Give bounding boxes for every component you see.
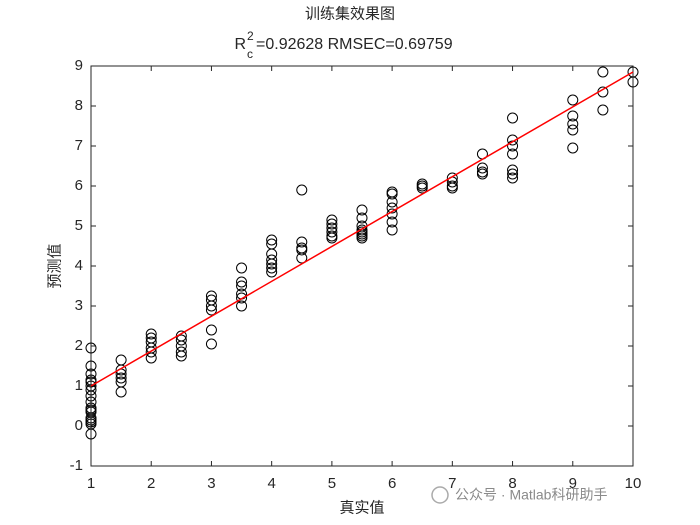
plot-area: [90, 65, 634, 467]
fit-line: [90, 71, 634, 387]
subtitle-sub: c: [247, 47, 253, 61]
point: [356, 204, 368, 216]
point: [296, 236, 308, 248]
y-tick-label: 9: [75, 57, 83, 74]
point: [296, 252, 308, 264]
point: [236, 300, 248, 312]
point: [236, 280, 248, 292]
point: [115, 372, 127, 384]
point: [416, 182, 428, 194]
point: [85, 384, 97, 396]
chart-title: 训练集效果图: [305, 5, 395, 22]
x-tick-label: 7: [448, 475, 456, 492]
point: [115, 386, 127, 398]
point: [175, 334, 187, 346]
point: [386, 224, 398, 236]
point: [85, 376, 97, 388]
point: [175, 350, 187, 362]
point: [386, 188, 398, 200]
point: [507, 134, 519, 146]
point: [85, 390, 97, 402]
point: [507, 172, 519, 184]
subtitle-rest: =0.92628 RMSEC=0.69759: [256, 36, 453, 53]
point: [507, 168, 519, 180]
point: [507, 112, 519, 124]
point: [326, 218, 338, 230]
x-tick-label: 10: [625, 475, 642, 492]
point: [476, 162, 488, 174]
point: [236, 292, 248, 304]
point: [266, 254, 278, 266]
y-tick-label: 4: [75, 257, 83, 274]
point: [266, 266, 278, 278]
point: [205, 324, 217, 336]
point: [446, 182, 458, 194]
point: [567, 110, 579, 122]
y-tick-label: 0: [75, 417, 83, 434]
y-tick-label: 3: [75, 297, 83, 314]
point: [85, 414, 97, 426]
point: [386, 216, 398, 228]
point: [597, 104, 609, 116]
point: [205, 304, 217, 316]
x-tick-label: 4: [267, 475, 275, 492]
point: [356, 212, 368, 224]
point: [326, 232, 338, 244]
point: [85, 428, 97, 440]
point: [145, 328, 157, 340]
point: [85, 368, 97, 380]
point: [205, 338, 217, 350]
point: [296, 184, 308, 196]
point: [266, 262, 278, 274]
point: [567, 142, 579, 154]
point: [205, 300, 217, 312]
x-tick-label: 1: [87, 475, 95, 492]
point: [145, 346, 157, 358]
subtitle-sup: 2: [247, 29, 254, 43]
point: [326, 214, 338, 226]
point: [507, 148, 519, 160]
y-tick-label: 5: [75, 217, 83, 234]
point: [236, 276, 248, 288]
x-axis-label: 真实值: [339, 498, 384, 516]
x-tick-label: 2: [147, 475, 155, 492]
point: [356, 232, 368, 244]
y-axis-label: 预测值: [46, 243, 63, 288]
y-tick-label: 7: [75, 137, 83, 154]
point: [597, 66, 609, 78]
watermark-icon: [431, 486, 449, 504]
x-tick-label: 8: [508, 475, 516, 492]
x-tick-label: 5: [328, 475, 336, 492]
y-tick-label: -1: [70, 457, 83, 474]
point: [236, 262, 248, 274]
point: [85, 342, 97, 354]
point: [85, 360, 97, 372]
point: [175, 346, 187, 358]
point: [567, 118, 579, 130]
x-tick-label: 3: [207, 475, 215, 492]
point: [507, 164, 519, 176]
subtitle-base: R: [234, 36, 246, 53]
y-tick-label: 2: [75, 337, 83, 354]
point: [386, 196, 398, 208]
point: [266, 258, 278, 270]
point: [476, 168, 488, 180]
point: [627, 76, 639, 88]
point: [567, 124, 579, 136]
point: [567, 94, 579, 106]
point: [145, 352, 157, 364]
y-tick-label: 6: [75, 177, 83, 194]
y-tick-label: 8: [75, 97, 83, 114]
point: [296, 244, 308, 256]
x-tick-label: 9: [569, 475, 577, 492]
watermark: 公众号 · Matlab科研助手: [455, 487, 607, 503]
point: [326, 226, 338, 238]
point: [266, 234, 278, 246]
point: [115, 364, 127, 376]
y-tick-label: 1: [75, 377, 83, 394]
x-tick-label: 6: [388, 475, 396, 492]
